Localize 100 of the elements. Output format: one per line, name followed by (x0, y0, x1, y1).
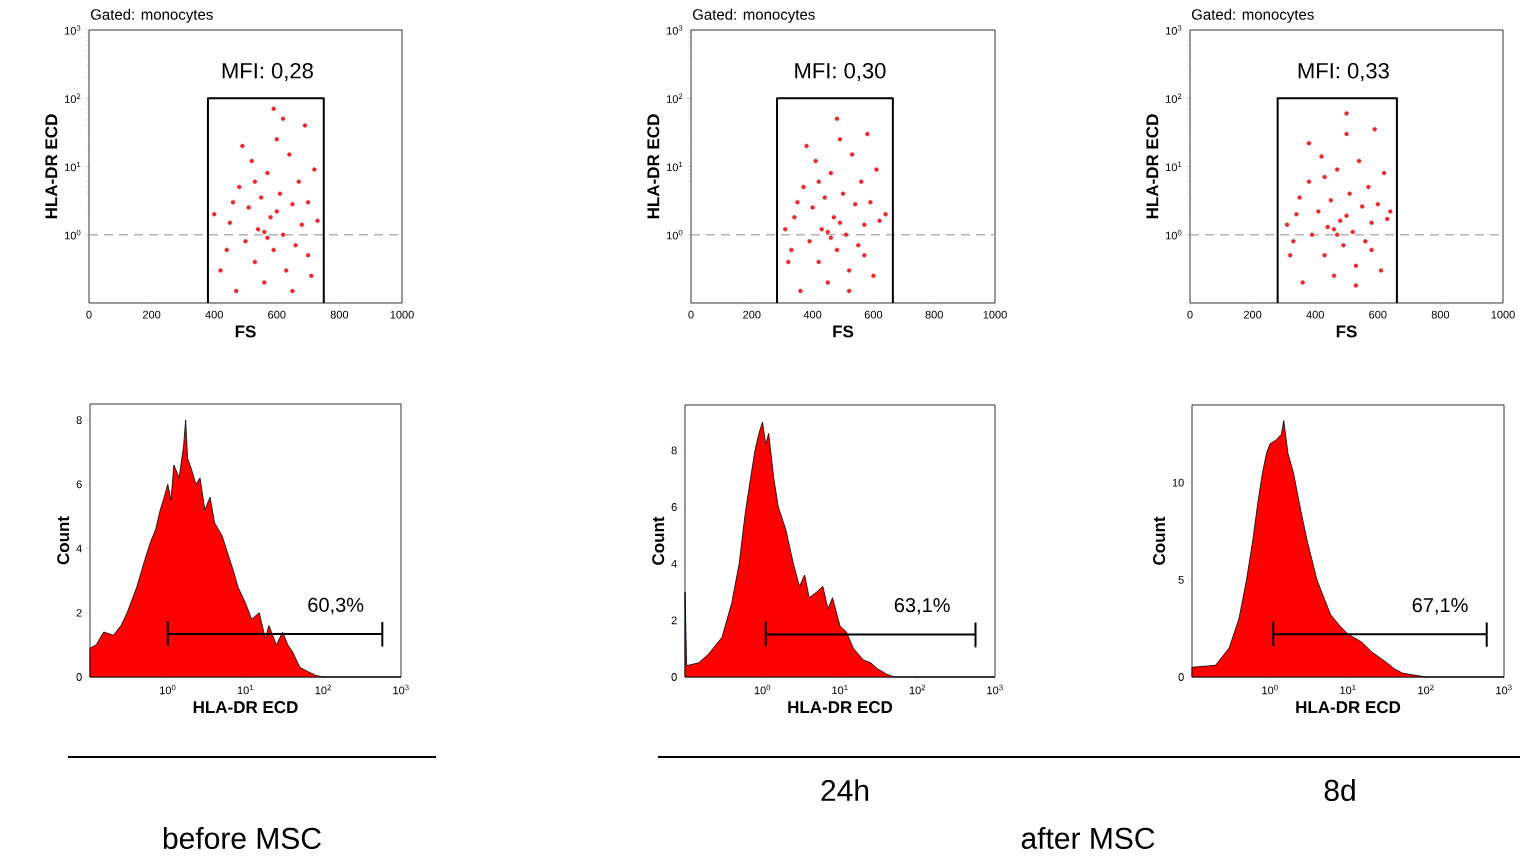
x-tick-label: 400 (205, 310, 223, 319)
y-tick-label: 0 (1178, 673, 1184, 681)
x-tick-label: 10$^{1}$ (832, 684, 848, 695)
point (828, 235, 834, 241)
x-tick-label: 600 (864, 310, 883, 319)
point (816, 179, 821, 184)
y-axis-title: Count (652, 516, 665, 565)
point (296, 179, 301, 184)
point (1350, 229, 1355, 235)
point (1322, 174, 1327, 180)
y-tick-label: 10$^{2}$ (65, 93, 81, 103)
point (846, 268, 852, 273)
x-tick-label: 10$^{2}$ (1418, 684, 1434, 695)
text: 8d (1324, 778, 1355, 802)
point (237, 184, 242, 190)
y-tick-label: 10$^{1}$ (65, 161, 81, 172)
x-tick-label: 400 (1306, 310, 1324, 319)
annotation: 60,3% (308, 597, 364, 615)
point (1388, 209, 1393, 214)
point (1334, 167, 1340, 172)
y-axis-title: HLA-DR ECD (1146, 114, 1159, 219)
y-tick-label: 4 (76, 544, 82, 553)
text: after MSC (1021, 827, 1155, 850)
y-tick-label: 10$^{0}$ (667, 230, 683, 240)
point (856, 243, 861, 248)
y-axis-title: Count (1153, 516, 1166, 565)
point (299, 222, 305, 227)
point (252, 259, 258, 265)
point (834, 247, 840, 253)
point (283, 268, 289, 273)
point (280, 232, 286, 237)
point (277, 191, 283, 196)
x-tick-label: 1000 (983, 310, 1007, 319)
point (868, 199, 873, 205)
point (849, 152, 855, 157)
point (1344, 111, 1349, 116)
point (883, 212, 888, 217)
x-tick-label: 1000 (390, 310, 414, 319)
point (816, 259, 821, 265)
x-tick-label: 10$^{3}$ (987, 684, 1003, 695)
point (1284, 222, 1290, 227)
y-tick-label: 10$^{1}$ (667, 161, 683, 172)
y-tick-label: 6 (76, 480, 82, 489)
point (877, 218, 882, 224)
point (271, 106, 276, 112)
point (274, 209, 279, 214)
point (243, 239, 248, 244)
point (813, 158, 818, 164)
y-tick-label: 10$^{0}$ (65, 230, 81, 240)
point (859, 179, 864, 184)
x-axis-title: HLA-DR ECD (1296, 701, 1401, 714)
y-tick-label: 10$^{3}$ (1166, 25, 1182, 35)
x-tick-label: 800 (1431, 310, 1450, 319)
y-tick-label: 6 (671, 503, 677, 511)
point (792, 215, 797, 220)
y-tick-label: 10$^{3}$ (65, 25, 81, 35)
point (1297, 195, 1302, 200)
point (249, 158, 254, 164)
point (302, 123, 308, 128)
point (218, 268, 223, 273)
x-tick-label: 10$^{0}$ (754, 684, 771, 695)
y-tick-label: 0 (671, 673, 677, 681)
point (837, 220, 843, 225)
point (305, 199, 311, 205)
text: before MSC (163, 826, 321, 850)
y-tick-label: 8 (76, 416, 82, 424)
point (280, 116, 286, 121)
chart-title: Gated: monocytes (90, 8, 213, 23)
annotation: MFI: 0,28 (222, 62, 313, 82)
point (1344, 131, 1349, 137)
point (804, 143, 809, 149)
point (1331, 273, 1337, 279)
x-tick-label: 600 (268, 310, 286, 319)
point (1334, 232, 1340, 237)
y-tick-label: 5 (1178, 576, 1184, 584)
point (312, 167, 317, 172)
point (309, 273, 314, 279)
point (255, 227, 261, 232)
y-tick-label: 10$^{3}$ (667, 25, 683, 35)
point (1353, 283, 1359, 288)
y-axis-title: Count (57, 516, 70, 565)
y-tick-label: 10$^{2}$ (1166, 93, 1182, 103)
point (212, 212, 217, 217)
point (1347, 191, 1352, 196)
y-tick-label: 10$^{2}$ (667, 93, 683, 103)
point (843, 232, 849, 237)
y-axis-title: HLA-DR ECD (647, 114, 660, 219)
point (846, 288, 852, 294)
point (1325, 224, 1330, 230)
point (852, 202, 858, 207)
x-tick-label: 200 (743, 310, 761, 319)
point (287, 152, 292, 157)
x-tick-label: 10$^{2}$ (909, 684, 926, 695)
point (274, 137, 279, 142)
x-tick-label: 800 (330, 310, 349, 319)
point (1338, 218, 1343, 224)
point (290, 288, 295, 294)
y-tick-label: 8 (671, 446, 677, 455)
x-tick-label: 200 (142, 310, 161, 319)
x-tick-label: 400 (803, 310, 822, 319)
